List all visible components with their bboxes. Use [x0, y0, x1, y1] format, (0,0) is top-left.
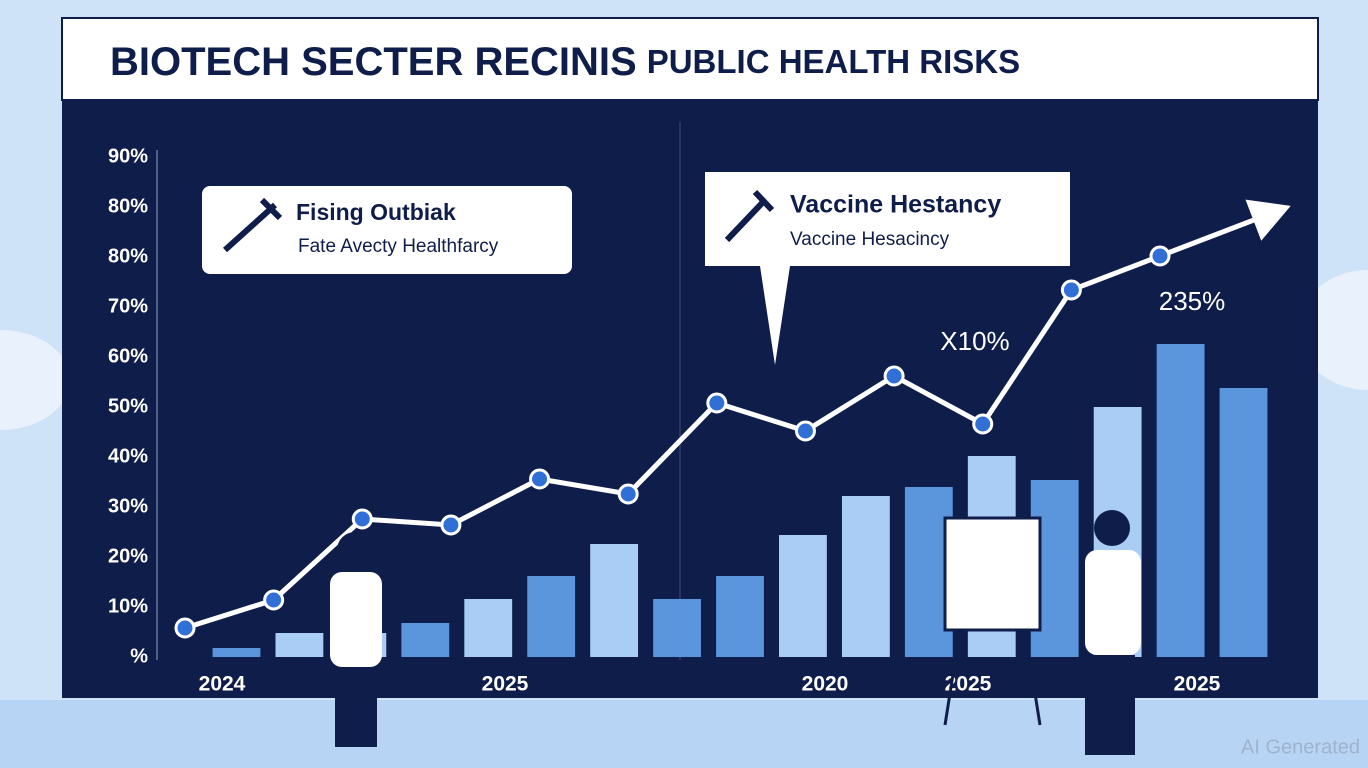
line-marker	[174, 617, 196, 639]
chart-title: BIOTECH SECTER RECINIS PUBLIC HEALTH RISK…	[110, 40, 1020, 84]
x-label: 2024	[199, 673, 246, 696]
y-tick-label: 80%	[108, 245, 148, 267]
bar	[212, 648, 261, 657]
person-legs	[335, 667, 377, 747]
y-tick-label: 10%	[108, 595, 148, 617]
bar	[1219, 388, 1268, 657]
trend-line	[184, 253, 1161, 631]
easel-legs	[943, 629, 1042, 726]
easel	[943, 516, 1042, 632]
line-marker	[794, 420, 816, 442]
title-banner	[61, 17, 1319, 101]
callout-text: Fate Avecty Healthfarcy	[298, 236, 499, 257]
x-label: 2025	[1174, 673, 1221, 696]
x-label: 2020	[802, 673, 849, 696]
line-marker	[351, 508, 373, 530]
person-legs	[1085, 655, 1135, 755]
bar	[1156, 344, 1205, 657]
line-marker	[972, 413, 994, 435]
watermark: AI Generated	[1241, 736, 1360, 758]
bar	[653, 599, 701, 657]
arrow-shaft	[1159, 210, 1273, 259]
callout-title: Fising Outbiak	[296, 199, 456, 225]
y-tick-label: 20%	[108, 545, 148, 567]
y-tick-label: 50%	[108, 395, 148, 417]
person-body	[1085, 550, 1141, 655]
y-tick-label: 70%	[108, 295, 148, 317]
bar	[464, 599, 513, 657]
bar	[716, 576, 764, 657]
bar	[779, 535, 827, 657]
line-marker	[263, 589, 285, 611]
annotation: X10%	[940, 326, 1009, 356]
line-marker	[617, 483, 639, 505]
bar	[275, 633, 324, 657]
x-label: 2025	[482, 673, 529, 696]
line-marker	[440, 514, 462, 536]
ground	[0, 700, 1368, 768]
person-body	[330, 572, 382, 667]
line-marker	[1149, 245, 1171, 267]
y-tick-label: 90%	[108, 145, 148, 167]
bar	[527, 576, 576, 657]
title-main: BIOTECH SECTER RECINIS	[110, 40, 637, 84]
syringe-icon	[724, 189, 775, 243]
callout-title: Vaccine Hestancy	[790, 191, 1001, 219]
y-tick-label: 80%	[108, 195, 148, 217]
annotation: 235%	[1159, 286, 1226, 316]
person-head	[337, 532, 373, 568]
line-marker	[706, 392, 728, 414]
bar	[401, 623, 450, 657]
bar	[590, 544, 639, 657]
callout-text: Vaccine Hesacincy	[790, 229, 950, 250]
y-tick-label: %	[130, 645, 148, 667]
x-label: 2025	[945, 673, 992, 696]
line-marker	[529, 468, 551, 490]
callout-box	[705, 172, 1070, 365]
y-tick-label: 40%	[108, 445, 148, 467]
arrow-head	[1245, 199, 1291, 241]
person-head	[1094, 510, 1130, 546]
cloud	[0, 330, 70, 430]
title-suffix: PUBLIC HEALTH RISKS	[647, 43, 1020, 80]
syringe-icon	[222, 197, 283, 253]
y-tick-label: 30%	[108, 495, 148, 517]
y-tick-label: 60%	[108, 345, 148, 367]
callout-box	[202, 186, 572, 274]
line-marker	[1060, 279, 1082, 301]
bar	[841, 496, 890, 657]
line-marker	[883, 365, 905, 387]
